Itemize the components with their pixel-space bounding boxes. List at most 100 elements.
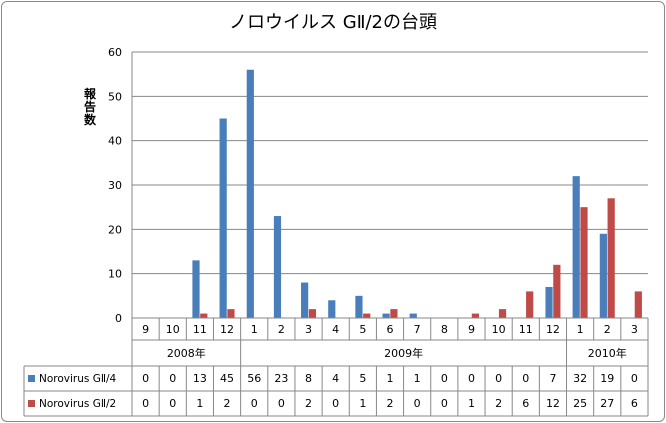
data-label: 0 [631, 372, 638, 385]
x-tick-label: 2 [604, 323, 611, 336]
bar-gii2 [498, 309, 507, 318]
x-tick-label: 10 [166, 323, 180, 336]
bar-gii2 [308, 309, 317, 318]
x-tick-label: 7 [414, 323, 421, 336]
data-label: 25 [573, 397, 587, 410]
x-tick-label: 11 [519, 323, 533, 336]
x-tick-label: 12 [546, 323, 560, 336]
x-tick-label: 2 [278, 323, 285, 336]
y-axis-label-char: 数 [83, 113, 96, 127]
data-label: 0 [468, 372, 475, 385]
data-label: 1 [387, 372, 394, 385]
y-axis-label-char: 報 [83, 87, 96, 101]
x-tick-label: 1 [577, 323, 584, 336]
y-tick-label: 0 [115, 312, 122, 325]
bar-gii4 [219, 118, 227, 318]
year-label: 2009年 [384, 346, 423, 360]
data-label: 6 [522, 397, 529, 410]
x-tick-label: 5 [359, 323, 366, 336]
y-tick-label: 60 [108, 46, 122, 59]
bar-gii2 [607, 198, 615, 318]
data-label: 7 [549, 372, 556, 385]
bar-gii2 [634, 291, 642, 318]
legend-label: Norovirus GⅡ/2 [39, 398, 116, 410]
legend-label: Norovirus GⅡ/4 [39, 373, 117, 385]
y-tick-label: 30 [108, 179, 122, 192]
data-label: 56 [247, 372, 261, 385]
bar-gii2 [553, 264, 561, 318]
legend-swatch [28, 375, 35, 382]
data-label: 0 [169, 372, 176, 385]
bar-gii2 [580, 207, 588, 318]
legend-swatch [28, 400, 35, 407]
data-label: 13 [193, 372, 207, 385]
x-tick-label: 3 [631, 323, 638, 336]
y-axis-label-char: 告 [83, 100, 96, 114]
data-label: 0 [332, 397, 339, 410]
y-tick-label: 20 [108, 223, 122, 236]
data-label: 0 [142, 372, 149, 385]
data-label: 1 [414, 372, 421, 385]
gridlines [132, 51, 648, 275]
x-tick-label: 4 [332, 323, 339, 336]
data-label: 8 [305, 372, 312, 385]
data-label: 23 [274, 372, 288, 385]
bar-gii2 [200, 313, 208, 318]
data-label: 45 [220, 372, 234, 385]
data-label: 0 [495, 372, 502, 385]
data-label: 5 [359, 372, 366, 385]
y-tick-label: 10 [108, 268, 122, 281]
bar-gii4 [382, 313, 390, 318]
bar-gii4 [246, 69, 254, 318]
y-tick-label: 40 [108, 135, 122, 148]
data-label: 0 [251, 397, 258, 410]
y-axis-label: 報告数 [82, 88, 98, 127]
x-tick-label: 9 [142, 323, 149, 336]
data-label: 2 [495, 397, 502, 410]
x-tick-label: 6 [387, 323, 394, 336]
chart-title: ノロウイルス GⅡ/2の台頭 [228, 12, 438, 33]
data-label: 0 [441, 397, 448, 410]
data-label: 2 [305, 397, 312, 410]
data-label: 1 [359, 397, 366, 410]
bar-gii4 [192, 260, 200, 318]
data-label: 0 [169, 397, 176, 410]
x-tick-label: 11 [193, 323, 207, 336]
year-label: 2010年 [588, 346, 627, 360]
data-label: 0 [441, 372, 448, 385]
x-tick-label: 9 [468, 323, 475, 336]
data-label: 6 [631, 397, 638, 410]
bar-gii4 [572, 176, 580, 318]
bars [192, 69, 642, 318]
data-label: 27 [600, 397, 614, 410]
bar-gii2 [227, 309, 235, 318]
data-label: 32 [573, 372, 587, 385]
x-tick-label: 10 [492, 323, 506, 336]
data-label: 12 [546, 397, 560, 410]
bar-gii4 [545, 286, 553, 318]
data-label: 0 [414, 397, 421, 410]
x-tick-label: 12 [220, 323, 234, 336]
data-label: 0 [522, 372, 529, 385]
y-tick-label: 50 [108, 90, 122, 103]
bar-gii4 [355, 295, 363, 318]
bar-gii2 [363, 313, 371, 318]
x-tick-label: 8 [441, 323, 448, 336]
data-label: 19 [600, 372, 614, 385]
bar-gii4 [301, 282, 309, 318]
bar-gii2 [390, 309, 398, 318]
bar-gii2 [471, 313, 479, 318]
bar-gii2 [526, 291, 534, 318]
x-tick-label: 1 [251, 323, 258, 336]
bar-gii4 [409, 313, 417, 318]
year-label: 2008年 [167, 346, 206, 360]
bar-gii4 [273, 216, 282, 318]
data-label: 1 [468, 397, 475, 410]
x-tick-label: 3 [305, 323, 312, 336]
axes: 0 10 20 30 40 50 60 [108, 46, 648, 325]
bar-gii4 [599, 233, 607, 318]
data-label: 0 [278, 397, 285, 410]
